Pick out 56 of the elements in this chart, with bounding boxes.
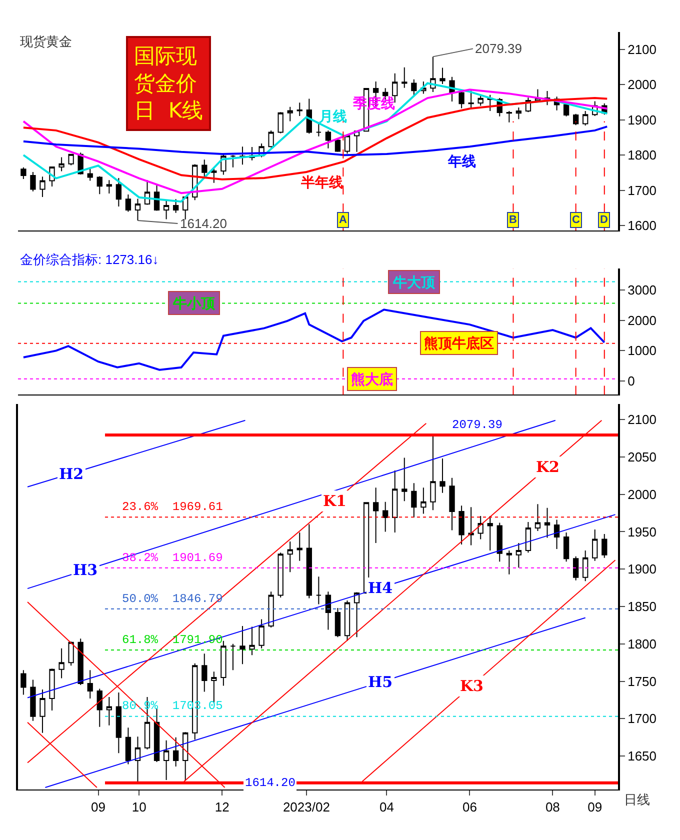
series-label: K3 [460,677,484,695]
series-label: 年线 [447,153,476,169]
ref-line-label: 熊顶牛底区 [424,335,494,351]
y-tick-label: 2000 [628,312,657,328]
series-label: 月线 [318,108,347,124]
ref-line-label: 23.6% 1969.61 [122,500,223,514]
y-tick-label: 1900 [628,562,657,577]
x-tick-label: 04 [379,799,394,814]
y-tick-label: 1900 [628,112,657,128]
ref-line-label: 熊大底 [351,371,393,387]
ref-line-label: 2079.39 [452,418,502,432]
y-tick-label: 1850 [628,599,657,614]
chart-title: 现货黄金 [20,34,72,49]
y-tick-label: 0 [628,374,635,389]
ref-line-label: 1614.20 [245,776,296,790]
series-label: 半年线 [300,174,343,190]
x-tick-label: 2023/02 [282,799,330,814]
annotation: 1614.20 [180,216,227,231]
x-tick-label: 10 [132,799,146,814]
y-tick-label: 1650 [628,748,657,764]
y-tick-label: 1700 [628,182,657,198]
x-tick-label: 12 [214,799,230,814]
ref-line-label: 牛小顶 [172,295,216,311]
y-tick-label: 1800 [628,636,657,652]
y-tick-label: 1600 [628,218,657,234]
ref-line-label: B [509,214,517,226]
chart-title: 金价综合指标: 1273.16↓ [20,252,159,267]
y-tick-label: 3000 [628,282,657,298]
ref-line-label: 38.2% 1901.69 [122,551,223,565]
series-label: H5 [368,673,393,691]
y-tick-label: 1750 [628,674,657,689]
ref-line-label: 牛大顶 [392,274,436,290]
y-tick-label: 2050 [628,450,657,465]
series-label: K2 [536,458,560,476]
x-tick-label: 08 [545,799,560,814]
x-tick-label: 09 [588,799,602,814]
annotation: 国际现货金价日 K线 [134,44,204,123]
y-tick-label: 2100 [628,412,657,428]
ref-line-label: C [572,214,580,226]
y-tick-label: 2100 [628,42,657,57]
y-tick-label: 1950 [628,524,657,540]
y-tick-label: 1000 [628,343,657,358]
series-label: H3 [73,561,98,579]
y-tick-label: 1700 [628,711,657,726]
annotation: 2079.39 [475,41,522,56]
series-label: K1 [323,492,346,510]
x-tick-label: 06 [462,799,477,814]
series-label: H2 [59,465,84,483]
x-tick-label: 09 [91,799,106,814]
ref-line-label: D [600,214,608,226]
series-label: H4 [368,579,393,597]
y-tick-label: 2000 [628,77,657,92]
text: 日线 [624,792,650,807]
y-tick-label: 2000 [628,486,657,502]
y-tick-label: 1800 [628,148,657,163]
ref-line-label: A [339,214,347,226]
